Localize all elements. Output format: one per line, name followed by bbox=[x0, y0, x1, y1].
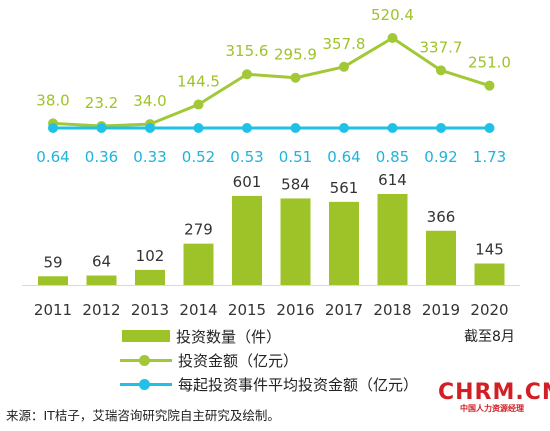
x-tick-label: 2013 bbox=[131, 301, 169, 319]
bar-value-label: 64 bbox=[92, 253, 111, 271]
bar-2014 bbox=[183, 243, 214, 285]
legend-label-count: 投资数量（件） bbox=[176, 327, 282, 346]
average-value-label: 0.85 bbox=[376, 148, 409, 166]
legend-label-average: 每起投资事件平均投资金额（亿元） bbox=[178, 375, 419, 394]
bar-2018 bbox=[377, 194, 408, 285]
bar-value-label: 561 bbox=[330, 179, 359, 197]
amount-point bbox=[290, 72, 301, 83]
average-point bbox=[48, 123, 58, 133]
amount-value-label: 38.0 bbox=[36, 91, 69, 109]
chrm-logo: CHRM.CN 中国人力资源经理 bbox=[438, 380, 550, 414]
average-value-label: 1.73 bbox=[473, 148, 506, 166]
average-point bbox=[339, 123, 349, 133]
amount-point bbox=[387, 33, 398, 43]
amount-point bbox=[436, 65, 446, 76]
x-tick-label: 2012 bbox=[82, 301, 120, 319]
amount-point bbox=[242, 69, 252, 80]
bar-value-label: 601 bbox=[233, 173, 262, 191]
x-tick-label: 2020 bbox=[470, 301, 508, 319]
legend-swatch-amount bbox=[120, 354, 172, 366]
legend-swatch-bar bbox=[122, 330, 170, 342]
average-point bbox=[436, 123, 446, 133]
average-value-label: 0.52 bbox=[182, 148, 215, 166]
amount-value-label: 23.2 bbox=[85, 94, 118, 112]
x-tick-label: 2017 bbox=[325, 301, 363, 319]
average-point bbox=[387, 123, 398, 133]
bar-value-label: 366 bbox=[427, 208, 456, 226]
average-point bbox=[484, 123, 495, 133]
legend: 投资数量（件） 投资金额（亿元） 每起投资事件平均投资金额（亿元） bbox=[120, 324, 418, 396]
x-tick-label: 2016 bbox=[276, 301, 314, 319]
average-point bbox=[193, 123, 204, 133]
legend-item-average: 每起投资事件平均投资金额（亿元） bbox=[120, 372, 418, 396]
bar-2013 bbox=[135, 269, 165, 285]
bar-2012 bbox=[86, 275, 117, 285]
x-tick-label: 2011 bbox=[34, 301, 72, 319]
bar-value-label: 614 bbox=[378, 171, 407, 189]
bar-2017 bbox=[329, 201, 359, 285]
average-value-label: 0.51 bbox=[279, 148, 312, 166]
average-value-label: 0.33 bbox=[133, 148, 166, 166]
amount-value-label: 520.4 bbox=[371, 6, 414, 24]
x-tick-label: 2019 bbox=[422, 301, 460, 319]
bar-value-label: 59 bbox=[43, 253, 62, 271]
logo-sub-text: 中国人力资源经理 bbox=[460, 404, 524, 413]
x-tick-label: 2018 bbox=[373, 301, 411, 319]
amount-value-label: 295.9 bbox=[274, 46, 317, 64]
amount-point bbox=[339, 61, 349, 72]
logo-main-text: CHRM.CN bbox=[438, 380, 550, 405]
amount-line bbox=[52, 36, 490, 128]
legend-item-count: 投资数量（件） bbox=[120, 324, 418, 348]
bar-2015 bbox=[232, 195, 262, 285]
x-tick-label: 2015 bbox=[228, 301, 266, 319]
amount-value-label: 337.7 bbox=[420, 38, 463, 56]
bar-2019 bbox=[426, 230, 456, 285]
average-value-label: 0.64 bbox=[36, 148, 69, 166]
average-value-label: 0.53 bbox=[230, 148, 263, 166]
amount-value-label: 251.0 bbox=[468, 54, 511, 72]
source-text: 来源：IT桔子，艾瑞咨询研究院自主研究及绘制。 bbox=[6, 408, 280, 423]
amount-point bbox=[484, 80, 495, 91]
amount-value-label: 144.5 bbox=[177, 73, 220, 91]
average-point bbox=[96, 123, 107, 133]
legend-swatch-average bbox=[120, 378, 172, 390]
average-value-label: 0.92 bbox=[424, 148, 457, 166]
bar-2016 bbox=[280, 198, 311, 285]
bar-value-label: 145 bbox=[475, 241, 504, 259]
amount-value-label: 357.8 bbox=[323, 35, 366, 53]
legend-label-amount: 投资金额（亿元） bbox=[178, 351, 299, 370]
amount-point bbox=[193, 99, 204, 110]
average-value-label: 0.64 bbox=[327, 148, 360, 166]
bar-value-label: 584 bbox=[281, 175, 310, 193]
bar-value-label: 102 bbox=[136, 247, 165, 265]
amount-value-label: 315.6 bbox=[226, 42, 269, 60]
bar-value-label: 279 bbox=[184, 221, 213, 239]
average-point bbox=[290, 123, 301, 133]
average-point bbox=[242, 123, 252, 133]
average-value-label: 0.36 bbox=[85, 148, 118, 166]
average-point bbox=[145, 123, 155, 133]
amount-value-label: 34.0 bbox=[133, 92, 166, 110]
legend-item-amount: 投资金额（亿元） bbox=[120, 348, 418, 372]
date-note: 截至8月 bbox=[464, 329, 515, 345]
combo-chart: 59 64 102 279 601 584 561 614 366 145 2011 2012 2013… bbox=[22, 6, 520, 319]
bar-2011 bbox=[38, 276, 68, 285]
x-tick-label: 2014 bbox=[179, 301, 217, 319]
bar-2020 bbox=[474, 263, 505, 285]
